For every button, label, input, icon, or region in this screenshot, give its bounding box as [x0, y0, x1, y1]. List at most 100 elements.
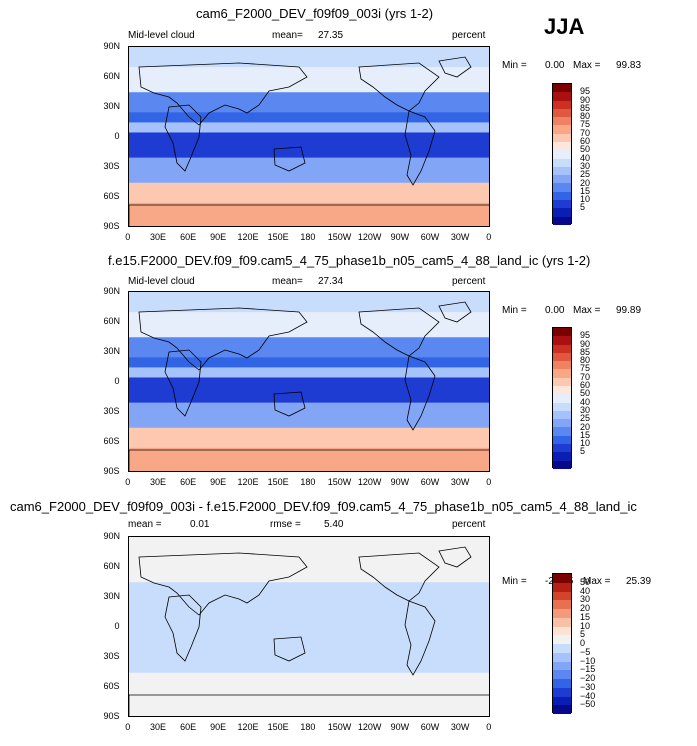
panel-3-min-label: Min =	[502, 576, 527, 587]
colorbar-label: 25	[580, 169, 591, 180]
panel-3-mean-value: 0.01	[190, 519, 210, 530]
colorbar-swatch	[553, 328, 571, 337]
x-tick-label: 90E	[210, 232, 227, 242]
x-tick-label: 180	[300, 722, 316, 732]
y-tick-label: 30N	[103, 591, 121, 601]
y-tick-label: 60N	[103, 561, 121, 571]
panel-1-max-value: 99.83	[616, 60, 642, 71]
lat-band	[129, 402, 489, 429]
coastline	[273, 391, 306, 417]
y-tick-label: 30S	[103, 651, 120, 661]
y-tick-label: 0	[114, 131, 120, 141]
lat-band	[129, 602, 489, 613]
lat-band	[129, 647, 489, 674]
lat-band	[129, 427, 489, 449]
x-tick-label: 90E	[210, 722, 227, 732]
x-tick-label: 30W	[450, 722, 470, 732]
colorbar-swatch	[553, 591, 571, 601]
lat-band	[129, 557, 489, 583]
coastline	[404, 110, 436, 186]
colorbar-label: 10	[580, 438, 591, 449]
lat-band	[129, 132, 489, 159]
coastline	[164, 349, 202, 417]
colorbar-swatch	[553, 141, 571, 151]
colorbar-label: 10	[580, 194, 591, 205]
lat-band	[129, 537, 489, 558]
x-tick-label: 90W	[390, 477, 410, 487]
panel-3-mean-label: mean =	[128, 519, 162, 530]
panel-2-colorbar	[552, 327, 572, 469]
coastline	[129, 694, 489, 716]
colorbar-swatch	[553, 435, 571, 444]
lat-band	[129, 447, 489, 471]
x-tick-label: 60E	[180, 232, 197, 242]
season-label: JJA	[544, 14, 585, 39]
x-tick-label: 120W	[357, 477, 382, 487]
colorbar-swatch	[553, 385, 571, 395]
lat-band	[129, 112, 489, 123]
x-tick-label: 150E	[267, 232, 289, 242]
colorbar-swatch	[553, 100, 571, 109]
coastline	[138, 307, 308, 371]
panel-2-min-label: Min =	[502, 305, 527, 316]
colorbar-label: 50	[580, 388, 591, 399]
panel-2-units: percent	[452, 276, 486, 287]
colorbar-swatch	[553, 150, 571, 159]
colorbar-swatch	[553, 125, 571, 134]
y-tick-label: 30S	[103, 406, 120, 416]
x-tick-label: 90W	[390, 232, 410, 242]
colorbar-label: 95	[580, 86, 591, 97]
x-tick-label: 30W	[450, 477, 470, 487]
colorbar-swatch	[553, 410, 571, 420]
panel-3-colorbar	[552, 573, 572, 714]
colorbar-label: 60	[580, 136, 591, 147]
y-tick-label: 90S	[103, 711, 120, 721]
colorbar-swatch	[553, 208, 571, 217]
x-tick-label: 120E	[237, 232, 259, 242]
colorbar-label: 80	[580, 355, 591, 366]
lat-band	[129, 157, 489, 184]
y-tick-label: 30N	[103, 346, 121, 356]
y-tick-label: 60N	[103, 71, 121, 81]
x-tick-label: 30E	[149, 477, 166, 487]
colorbar-swatch	[553, 117, 571, 126]
x-tick-label: 0	[486, 477, 492, 487]
colorbar-swatch	[553, 183, 571, 192]
colorbar-label: 15	[580, 185, 591, 196]
panel-1-heatmap	[129, 47, 489, 226]
y-tick-label: 30N	[103, 101, 121, 111]
panel-3-title: cam6_F2000_DEV_f09f09_003i - f.e15.F2000…	[10, 499, 637, 514]
colorbar-swatch	[553, 216, 571, 225]
colorbar-swatch	[553, 705, 571, 714]
colorbar-swatch	[553, 635, 571, 644]
colorbar-label: −5	[580, 646, 591, 657]
colorbar-swatch	[553, 361, 571, 370]
x-tick-label: 60W	[420, 722, 440, 732]
lat-band	[129, 622, 489, 649]
colorbar-label: 30	[580, 160, 591, 171]
colorbar-swatch	[553, 199, 571, 209]
lat-band	[129, 367, 489, 378]
panel-3-units: percent	[452, 519, 486, 530]
colorbar-swatch	[553, 108, 571, 118]
panel-1-map	[128, 46, 490, 227]
colorbar-label: 5	[580, 446, 586, 457]
panel-1-colorbar	[552, 83, 572, 225]
x-tick-label: 120E	[237, 477, 259, 487]
lat-band	[129, 672, 489, 694]
panel-3-max-value: 25.39	[626, 576, 652, 587]
coastline	[404, 355, 436, 431]
coastline	[138, 62, 308, 126]
colorbar-label: 5	[580, 202, 586, 213]
panel-3-map	[128, 536, 490, 717]
x-tick-label: 150W	[327, 722, 352, 732]
colorbar-label: 20	[580, 421, 591, 432]
colorbar-label: 40	[580, 152, 591, 163]
colorbar-label: 85	[580, 346, 591, 357]
x-tick-label: 0	[125, 232, 131, 242]
y-tick-label: 0	[114, 376, 120, 386]
colorbar-swatch	[553, 133, 571, 142]
y-tick-label: 60S	[103, 191, 120, 201]
lat-band	[129, 202, 489, 226]
y-tick-label: 30S	[103, 161, 120, 171]
